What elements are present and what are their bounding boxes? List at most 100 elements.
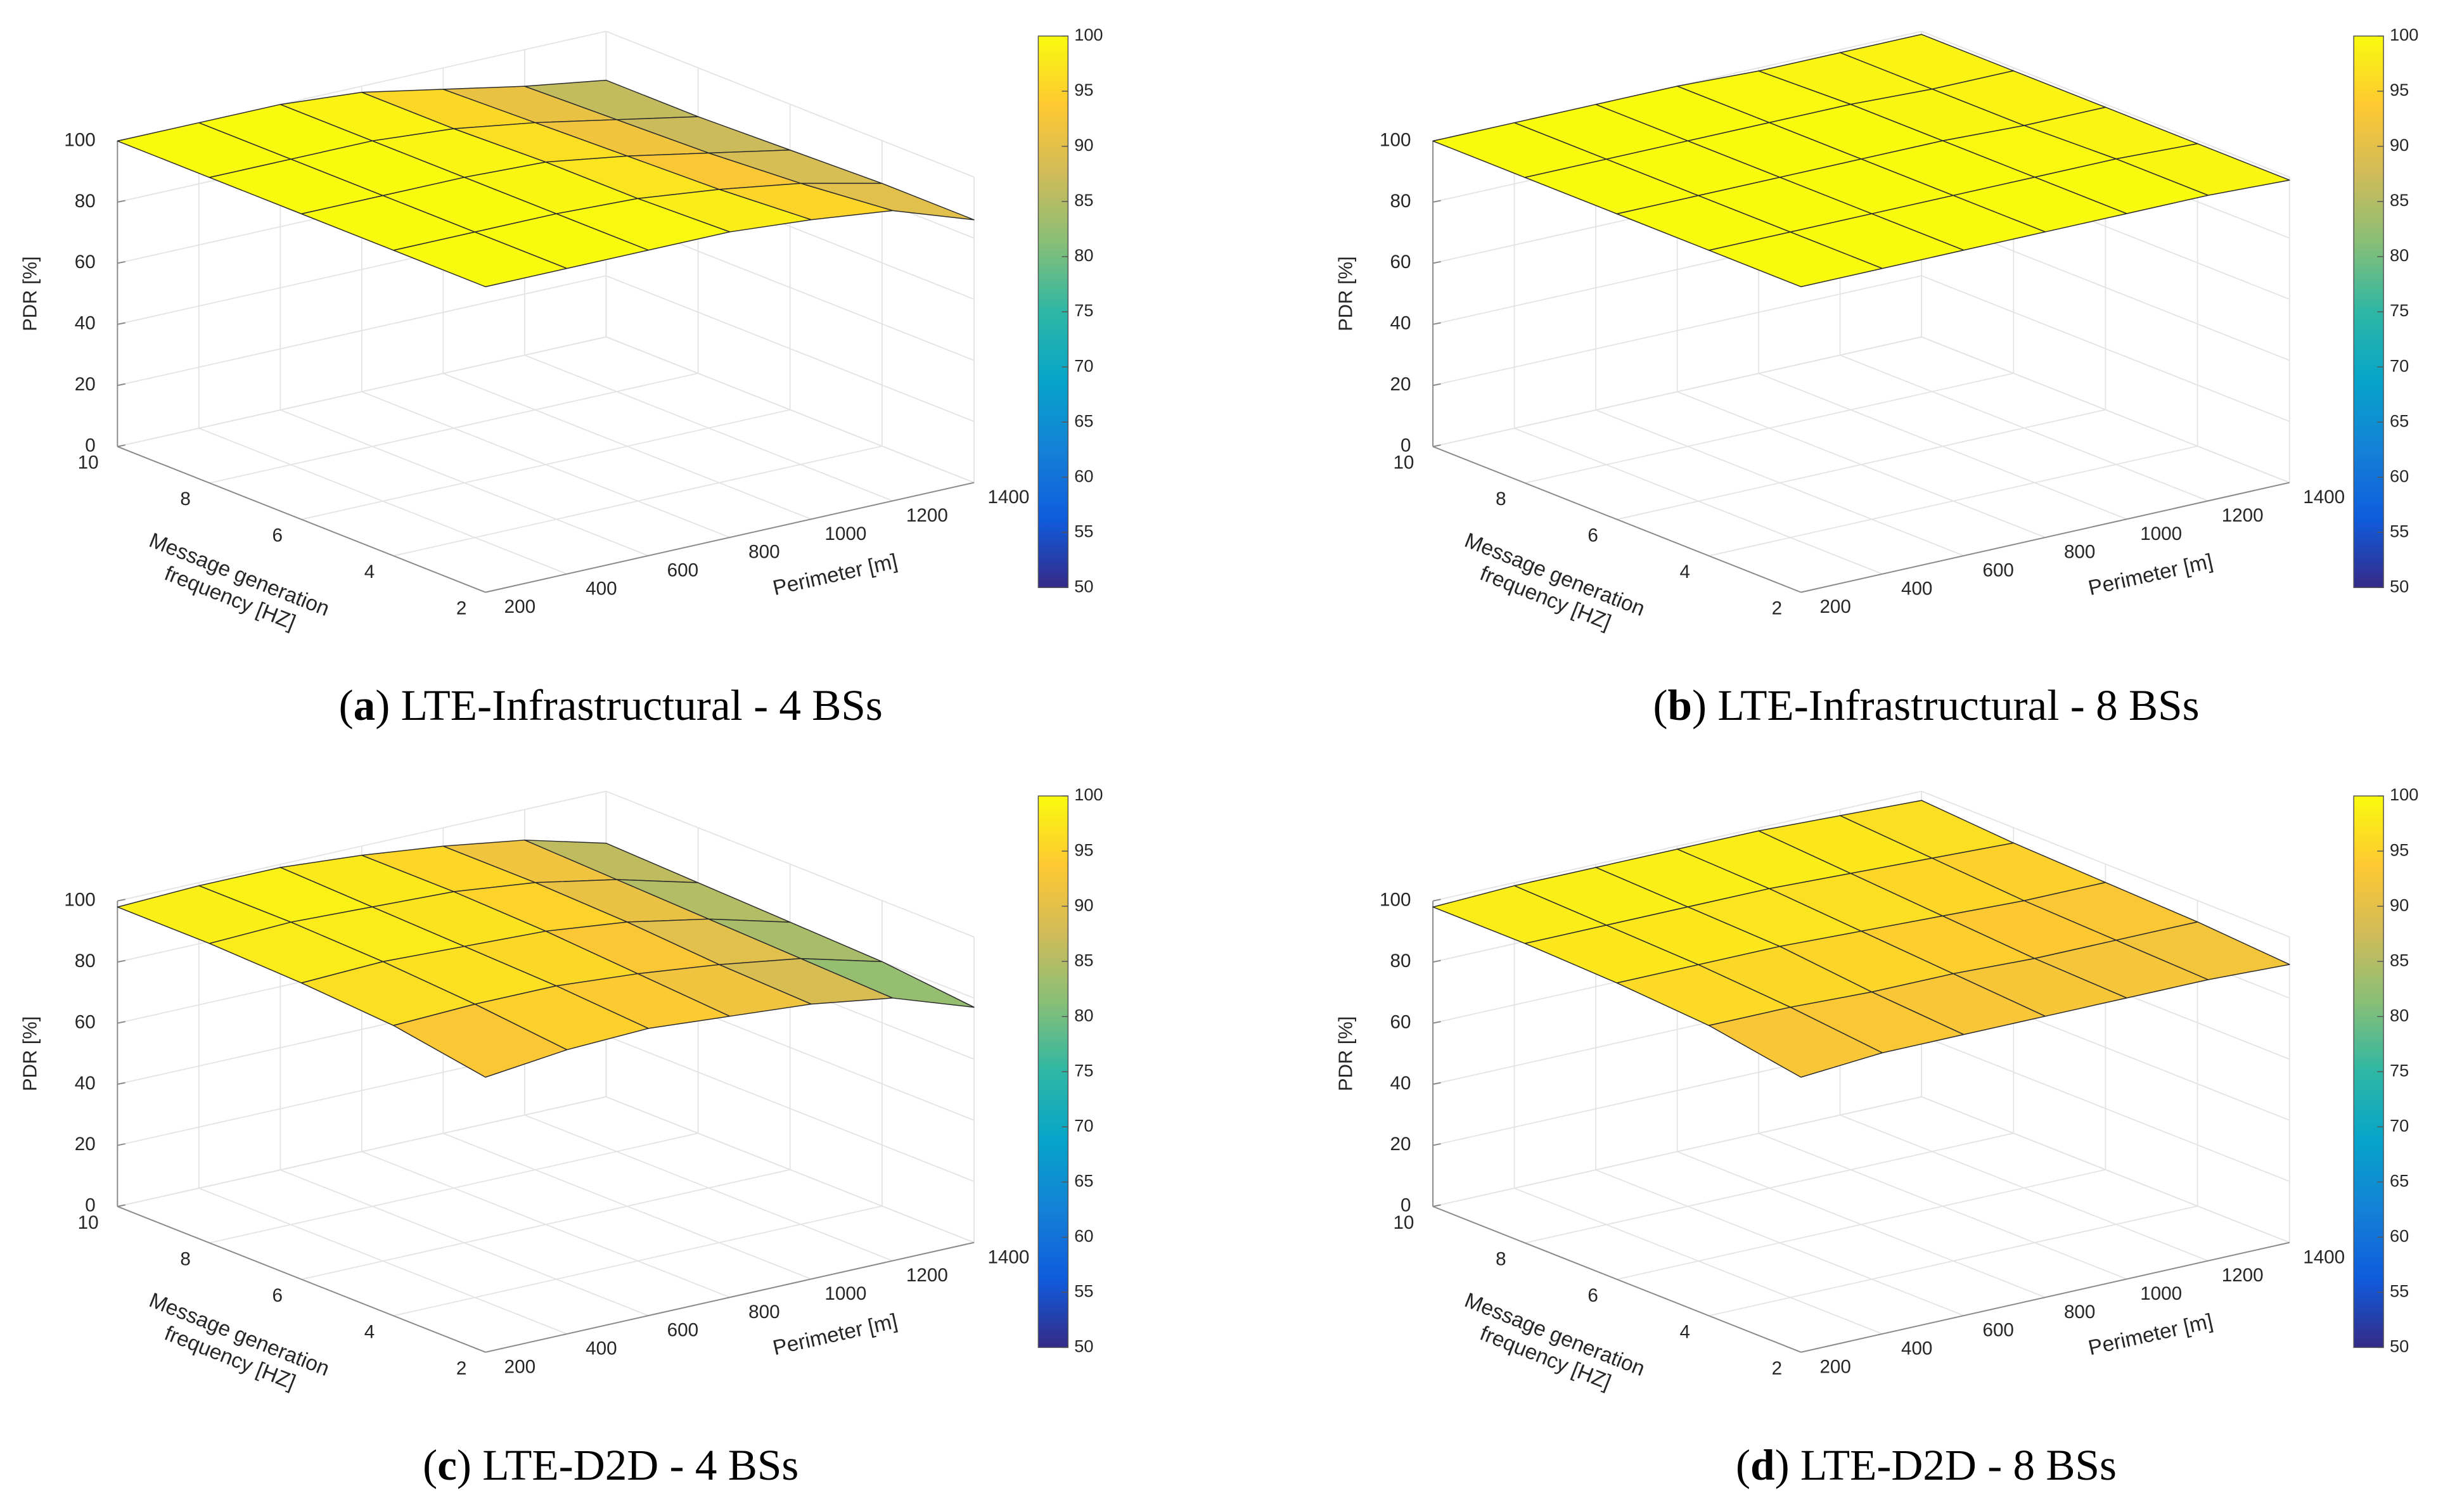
- colorbar-tick-label: 50: [2390, 576, 2409, 596]
- x-tick-label: 1000: [2140, 523, 2182, 544]
- colorbar-tick-label: 75: [2390, 1060, 2409, 1080]
- colorbar-tick-label: 80: [1074, 245, 1093, 265]
- colorbar-tick-label: 85: [2390, 190, 2409, 210]
- caption-part: b: [1668, 681, 1692, 729]
- z-tick-label: 60: [75, 252, 96, 272]
- x-tick-label: 800: [2064, 1302, 2095, 1323]
- x-tick-label: 1400: [2303, 1246, 2345, 1267]
- x-tick-label: 1000: [824, 1283, 866, 1304]
- y-axis: [1432, 1205, 1802, 1353]
- y-tick-label: 6: [273, 1285, 283, 1306]
- colorbar-tick-label: 60: [2390, 466, 2409, 485]
- colorbar-tick-label: 80: [2390, 245, 2409, 265]
- y-grid-line: [393, 1205, 883, 1317]
- caption-part: a: [354, 681, 376, 729]
- x-tick-label: 1400: [987, 487, 1029, 508]
- colorbar-tick-label: 95: [1074, 80, 1093, 99]
- x-tick-label: 1200: [2222, 1265, 2264, 1286]
- y-axis: [117, 445, 486, 593]
- y-tick-label: 10: [1393, 1212, 1414, 1233]
- y-grid-line: [209, 1132, 698, 1244]
- y-grid-line: [1617, 1169, 2106, 1280]
- colorbar-tick-label: 85: [1074, 950, 1093, 970]
- colorbar-tick-label: 100: [2390, 25, 2418, 44]
- colorbar-tick-label: 65: [2390, 411, 2409, 430]
- x-tick-label: 200: [504, 596, 535, 617]
- caption-part: (: [423, 1440, 437, 1489]
- y-grid-line: [1617, 409, 2106, 520]
- z-tick: [1432, 1021, 1441, 1024]
- y-tick-label: 8: [1496, 489, 1506, 509]
- z-tick: [1432, 260, 1441, 264]
- z-tick: [1432, 899, 1441, 902]
- caption-part: (: [1736, 1440, 1750, 1489]
- colorbar-tick-label: 90: [1074, 895, 1093, 914]
- x-tick-label: 1000: [2140, 1283, 2182, 1304]
- y-tick-label: 6: [273, 525, 283, 546]
- colorbar-tick-label: 90: [2390, 135, 2409, 155]
- y-tick-label: 10: [78, 452, 99, 473]
- x-tick-label: 200: [504, 1356, 535, 1377]
- y-tick-label: 10: [78, 1212, 99, 1233]
- z-tick: [117, 1143, 125, 1146]
- surface-face: [1708, 1006, 1883, 1078]
- caption-part: c: [437, 1440, 457, 1489]
- colorbar-tick-label: 70: [2390, 1115, 2409, 1135]
- surface-face: [1708, 231, 1883, 288]
- caption: (d) LTE-D2D - 8 BSs: [1736, 1440, 2117, 1489]
- x-tick-label: 1200: [906, 1265, 948, 1286]
- colorbar-tick-label: 55: [1074, 1281, 1093, 1301]
- colorbar-tick-label: 70: [2390, 356, 2409, 375]
- z-tick: [117, 1082, 125, 1085]
- y-axis: [1432, 445, 1802, 593]
- surface-face: [393, 231, 568, 288]
- colorbar-tick-label: 65: [1074, 1170, 1093, 1190]
- x-axis-label: Perimeter [m]: [771, 549, 899, 600]
- y-grid-line: [1709, 445, 2198, 556]
- z-tick: [117, 200, 125, 203]
- caption-part: (: [339, 681, 354, 729]
- surface-face: [393, 1003, 568, 1078]
- x-axis: [1800, 482, 2290, 593]
- caption-part: (: [1653, 681, 1667, 729]
- x-tick-label: 600: [1982, 1320, 2013, 1341]
- x-tick-label: 800: [2064, 542, 2095, 563]
- z-tick-label: 20: [75, 374, 96, 395]
- x-axis-label: Perimeter [m]: [771, 1310, 899, 1361]
- z-axis-label: PDR [%]: [1334, 256, 1356, 331]
- z-tick-label: 40: [1390, 313, 1411, 334]
- z-axis-label: PDR [%]: [19, 256, 41, 331]
- y-tick-label: 2: [456, 1358, 466, 1379]
- y-tick-label: 4: [1679, 561, 1690, 582]
- colorbar-tick-label: 85: [2390, 950, 2409, 970]
- y-grid-line: [117, 1096, 606, 1207]
- x-tick-label: 1400: [2303, 487, 2345, 508]
- y-tick-label: 8: [1496, 1248, 1506, 1269]
- z-tick: [1432, 1143, 1441, 1146]
- y-tick-label: 8: [180, 1248, 190, 1269]
- y-tick-label: 4: [364, 561, 375, 582]
- x-tick-label: 600: [667, 1320, 698, 1341]
- y-tick-label: 6: [1587, 1285, 1598, 1306]
- y-grid-line: [393, 445, 883, 556]
- colorbar-tick-label: 50: [1074, 1336, 1093, 1356]
- z-tick: [117, 899, 125, 902]
- x-tick-label: 1400: [987, 1246, 1029, 1267]
- y-tick-label: 2: [1772, 598, 1782, 619]
- x-axis: [485, 482, 975, 593]
- y-grid-line: [301, 1169, 790, 1280]
- z-tick-label: 0: [1401, 435, 1411, 456]
- colorbar-tick-label: 65: [2390, 1170, 2409, 1190]
- colorbar-tick-label: 95: [2390, 80, 2409, 99]
- colorbar-tick-label: 95: [1074, 840, 1093, 859]
- colorbar-tick-label: 80: [1074, 1005, 1093, 1025]
- colorbar-tick-label: 100: [2390, 785, 2418, 804]
- x-tick-label: 600: [667, 560, 698, 580]
- caption-part: ) LTE-Infrastructural - 8 BSs: [1692, 681, 2200, 729]
- z-tick: [1432, 383, 1441, 387]
- x-tick-label: 1200: [906, 505, 948, 526]
- colorbar-tick-label: 60: [2390, 1226, 2409, 1245]
- z-tick: [117, 1021, 125, 1024]
- colorbar-tick-label: 80: [2390, 1005, 2409, 1025]
